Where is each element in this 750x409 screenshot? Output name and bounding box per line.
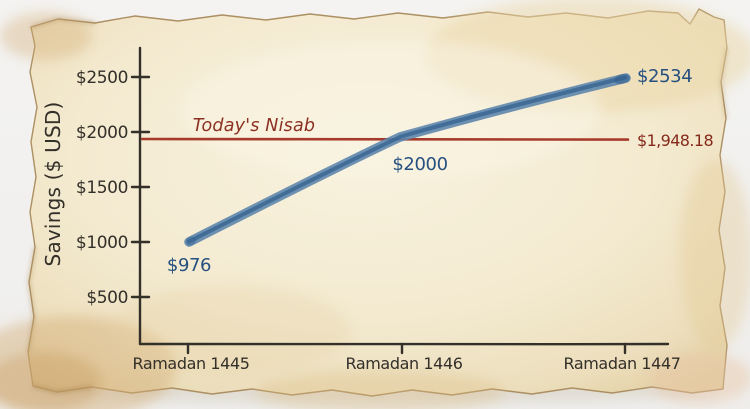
watercolor-stain: [110, 285, 350, 375]
y-tick-label: $1500: [76, 178, 128, 198]
point-label-1445: $976: [167, 255, 211, 276]
watercolor-stain: [680, 160, 750, 350]
x-tick-label-1445: Ramadan 1445: [132, 354, 249, 373]
y-tick-label: $2000: [76, 123, 128, 143]
y-tick-label: $1000: [76, 233, 128, 253]
x-tick-label-1446: Ramadan 1446: [345, 354, 462, 373]
watercolor-stain: [180, 40, 600, 180]
watercolor-stain: [648, 352, 750, 404]
nisab-line: [140, 137, 630, 142]
watercolor-stain: [0, 12, 92, 60]
torn-edge-accents: [26, 17, 729, 394]
nisab-label: Today's Nisab: [193, 116, 315, 136]
savings-line-end-blob: [614, 73, 630, 85]
watercolor-stain: [255, 370, 505, 409]
watercolor-stain: [0, 352, 102, 409]
y-tick-label: $500: [86, 288, 128, 308]
savings-series: [184, 73, 631, 247]
y-tick-label: $2500: [76, 68, 128, 88]
nisab-reference: Today's Nisab $1,948.18: [140, 116, 714, 150]
nisab-value-label: $1,948.18: [637, 131, 713, 150]
point-label-1446: $2000: [392, 154, 447, 175]
x-tick-label-1447: Ramadan 1447: [563, 354, 680, 373]
point-label-1447: $2534: [637, 66, 692, 87]
axes: [130, 46, 670, 355]
y-axis-title: Savings ($ USD): [41, 102, 65, 267]
savings-line-core: [187, 75, 627, 244]
savings-line-start-blob: [185, 236, 197, 246]
